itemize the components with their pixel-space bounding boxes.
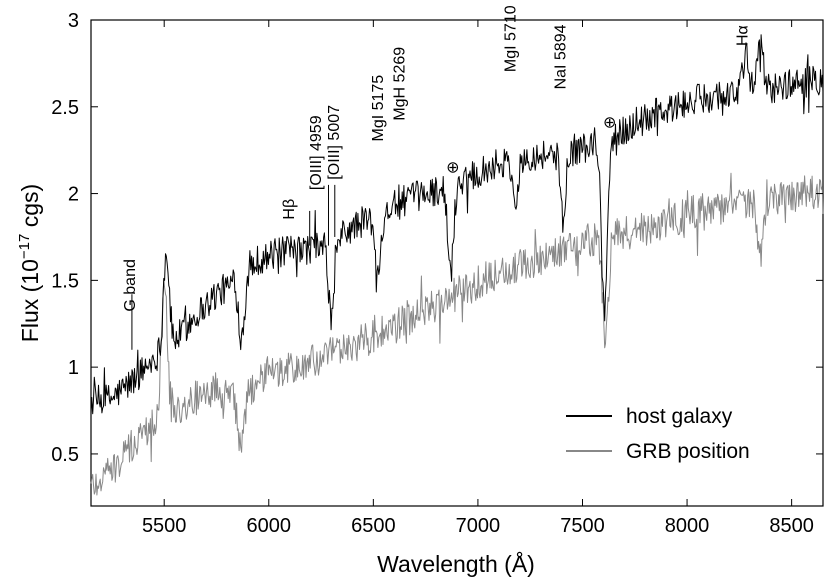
y-tick-label: 0.5 <box>51 444 79 466</box>
annotation-label: G band <box>122 259 139 311</box>
x-tick-label: 6500 <box>351 515 396 537</box>
x-tick-label: 8500 <box>769 515 814 537</box>
legend-label: GRB position <box>626 440 750 463</box>
series-host-galaxy <box>90 34 824 415</box>
legend-label: host galaxy <box>626 405 733 428</box>
x-tick-label: 5500 <box>142 515 187 537</box>
x-tick-label: 7500 <box>560 515 605 537</box>
annotation-label: NaI 5894 <box>553 24 570 89</box>
plot-frame <box>90 19 824 507</box>
annotation-label: [OIII] 4959 <box>308 115 325 190</box>
y-axis-title: Flux (10−17 cgs) <box>16 184 43 342</box>
x-tick-label: 6000 <box>247 515 292 537</box>
y-tick-label: 3 <box>68 10 79 32</box>
annotation-label: [OIII] 5007 <box>326 105 343 180</box>
annotation-label: Hα <box>735 25 752 46</box>
annotation-label: MgI 5710 <box>503 5 520 72</box>
series-layer <box>90 34 824 496</box>
annotation-label: MgI 5175 <box>370 75 387 142</box>
x-tick-label: 8000 <box>665 515 710 537</box>
annotation-earth: ⊕ <box>446 160 459 177</box>
annotation-earth: ⊕ <box>603 115 616 132</box>
x-axis-title: Wavelength (Å) <box>377 550 535 577</box>
ticks-layer: 5500 6000 6500 7000 7500 8000 8500 0.5 1 1.5 2 2.5 3 <box>51 10 823 537</box>
x-tick-label: 7000 <box>456 515 501 537</box>
y-tick-label: 2.5 <box>51 97 79 119</box>
series-grb-position <box>90 172 824 496</box>
y-tick-label: 1 <box>68 357 79 379</box>
y-tick-label: 2 <box>68 184 79 206</box>
annotation-label: MgH 5269 <box>392 47 409 121</box>
legend: host galaxy GRB position <box>566 405 750 463</box>
y-tick-label: 1.5 <box>51 270 79 292</box>
annotations-layer: G band Hβ [OIII] 4959 [OIII] 5007 MgI 5175 Mg… <box>122 5 752 350</box>
annotation-label: Hβ <box>281 199 298 220</box>
